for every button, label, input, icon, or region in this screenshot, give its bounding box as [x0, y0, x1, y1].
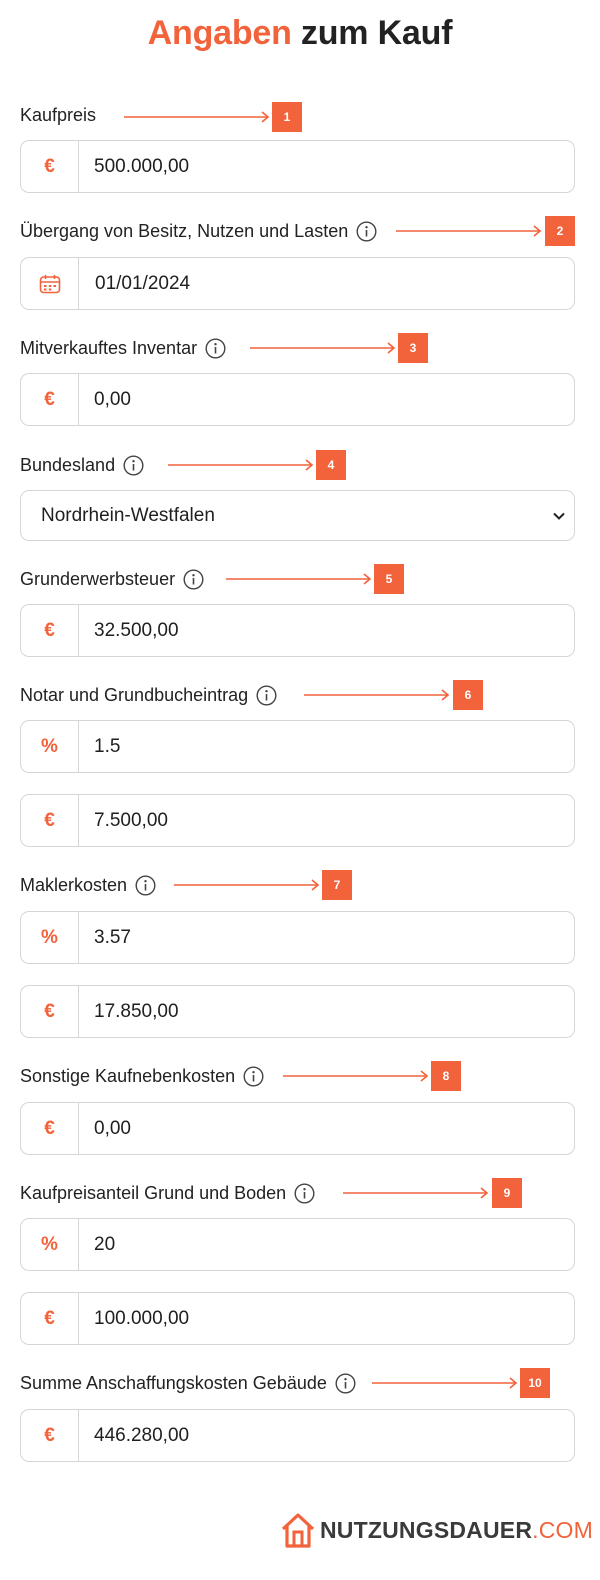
makler-euro-value: 17.850,00: [94, 1000, 179, 1022]
inventar-value: 0,00: [94, 388, 131, 410]
inventar-input[interactable]: € 0,00: [20, 373, 575, 426]
arrow-5: [226, 573, 372, 585]
info-circle-icon[interactable]: [256, 684, 277, 706]
summe-input[interactable]: € 446.280,00: [20, 1409, 575, 1462]
euro-prefix: €: [21, 986, 79, 1037]
notar-euro-value: 7.500,00: [94, 809, 168, 831]
euro-prefix: €: [21, 1293, 79, 1344]
arrow-9: [343, 1187, 489, 1199]
label-grunderwerbsteuer: Grunderwerbsteuer: [20, 564, 204, 594]
kaufpreis-input[interactable]: € 500.000,00: [20, 140, 575, 193]
arrow-3: [250, 342, 396, 354]
summe-value: 446.280,00: [94, 1424, 190, 1446]
euro-prefix: €: [21, 1410, 79, 1461]
calendar-icon[interactable]: [21, 258, 79, 309]
label-notar: Notar und Grundbucheintrag: [20, 680, 277, 710]
marker-2: 2: [545, 216, 575, 246]
brand-name: NUTZUNGSDAUER.COM: [320, 1516, 594, 1543]
arrow-6: [304, 689, 450, 701]
arrow-7: [174, 879, 320, 891]
uebergang-date-input[interactable]: 01/01/2024: [20, 257, 575, 310]
marker-10: 10: [520, 1368, 550, 1398]
marker-4: 4: [316, 450, 346, 480]
notar-percent-value: 1.5: [94, 735, 121, 757]
label-summe: Summe Anschaffungskosten Gebäude: [20, 1368, 356, 1398]
info-circle-icon[interactable]: [294, 1182, 315, 1204]
marker-6: 6: [453, 680, 483, 710]
info-circle-icon[interactable]: [335, 1372, 356, 1394]
brand-tld: .COM: [532, 1516, 594, 1543]
grunderwerbsteuer-value: 32.500,00: [94, 619, 179, 641]
info-circle-icon[interactable]: [123, 454, 144, 476]
notar-percent-input[interactable]: % 1.5: [20, 720, 575, 773]
grunderwerbsteuer-input[interactable]: € 32.500,00: [20, 604, 575, 657]
euro-prefix: €: [21, 1103, 79, 1154]
page-title: Angaben zum Kauf: [0, 14, 600, 53]
makler-percent-value: 3.57: [94, 926, 131, 948]
euro-prefix: €: [21, 141, 79, 192]
info-circle-icon[interactable]: [205, 337, 226, 359]
percent-prefix: %: [21, 1219, 79, 1270]
uebergang-date-value: 01/01/2024: [95, 272, 191, 294]
label-uebergang: Übergang von Besitz, Nutzen und Lasten: [20, 216, 377, 246]
page-title-accent: Angaben: [147, 14, 292, 52]
page-title-rest: zum Kauf: [291, 14, 453, 52]
label-kaufpreis: Kaufpreis: [20, 104, 97, 125]
info-circle-icon[interactable]: [135, 874, 156, 896]
makler-euro-input[interactable]: € 17.850,00: [20, 985, 575, 1038]
marker-5: 5: [374, 564, 404, 594]
euro-prefix: €: [21, 795, 79, 846]
sonstige-input[interactable]: € 0,00: [20, 1102, 575, 1155]
grund-boden-euro-input[interactable]: € 100.000,00: [20, 1292, 575, 1345]
arrow-8: [283, 1070, 429, 1082]
marker-8: 8: [431, 1061, 461, 1091]
arrow-4: [168, 459, 314, 471]
chevron-down-icon: [552, 507, 566, 521]
euro-prefix: €: [21, 605, 79, 656]
sonstige-value: 0,00: [94, 1117, 131, 1139]
info-circle-icon[interactable]: [183, 568, 204, 590]
marker-9: 9: [492, 1178, 522, 1208]
label-bundesland: Bundesland: [20, 450, 144, 480]
marker-3: 3: [398, 333, 428, 363]
arrow-2: [396, 225, 542, 237]
marker-7: 7: [322, 870, 352, 900]
grund-boden-percent-value: 20: [94, 1233, 116, 1255]
label-grund-boden: Kaufpreisanteil Grund und Boden: [20, 1178, 315, 1208]
info-circle-icon[interactable]: [356, 220, 377, 242]
house-logo-icon: [280, 1511, 316, 1549]
label-inventar: Mitverkauftes Inventar: [20, 333, 226, 363]
percent-prefix: %: [21, 721, 79, 772]
info-circle-icon[interactable]: [243, 1065, 264, 1087]
notar-euro-input[interactable]: € 7.500,00: [20, 794, 575, 847]
makler-percent-input[interactable]: % 3.57: [20, 911, 575, 964]
arrow-10: [372, 1377, 518, 1389]
footer-logo[interactable]: NUTZUNGSDAUER.COM: [280, 1510, 593, 1550]
bundesland-select[interactable]: Nordrhein-Westfalen: [20, 490, 575, 541]
grund-boden-percent-input[interactable]: % 20: [20, 1218, 575, 1271]
euro-prefix: €: [21, 374, 79, 425]
kaufpreis-value: 500.000,00: [94, 155, 190, 177]
bundesland-selected-value: Nordrhein-Westfalen: [41, 504, 215, 526]
marker-1: 1: [272, 102, 302, 132]
label-maklerkosten: Maklerkosten: [20, 870, 156, 900]
grund-boden-euro-value: 100.000,00: [94, 1307, 190, 1329]
percent-prefix: %: [21, 912, 79, 963]
label-sonstige: Sonstige Kaufnebenkosten: [20, 1061, 264, 1091]
arrow-1: [124, 111, 270, 123]
